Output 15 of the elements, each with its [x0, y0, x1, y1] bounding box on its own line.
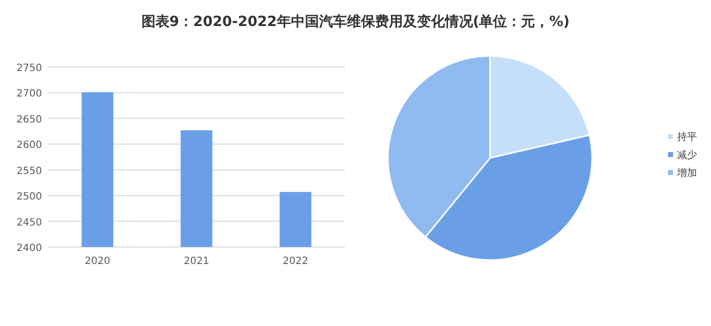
x-tick-label: 2021 — [184, 256, 210, 267]
y-tick-label: 2600 — [16, 140, 42, 152]
y-tick-label: 2650 — [16, 114, 42, 126]
y-tick-label: 2700 — [16, 88, 42, 100]
y-tick-label: 2400 — [16, 243, 42, 254]
chart-title: 图表9：2020-2022年中国汽车维保费用及变化情况(单位：元，%) — [141, 13, 570, 30]
x-tick-label: 2020 — [84, 256, 110, 267]
y-tick-label: 2550 — [16, 166, 42, 177]
y-tick-label: 2750 — [16, 63, 42, 74]
legend-label: 增加 — [676, 167, 697, 179]
y-tick-label: 2500 — [16, 192, 42, 203]
x-tick-label: 2022 — [282, 256, 308, 267]
legend-label: 持平 — [677, 131, 697, 143]
legend-label: 减少 — [677, 149, 697, 161]
y-tick-label: 2450 — [16, 217, 42, 228]
